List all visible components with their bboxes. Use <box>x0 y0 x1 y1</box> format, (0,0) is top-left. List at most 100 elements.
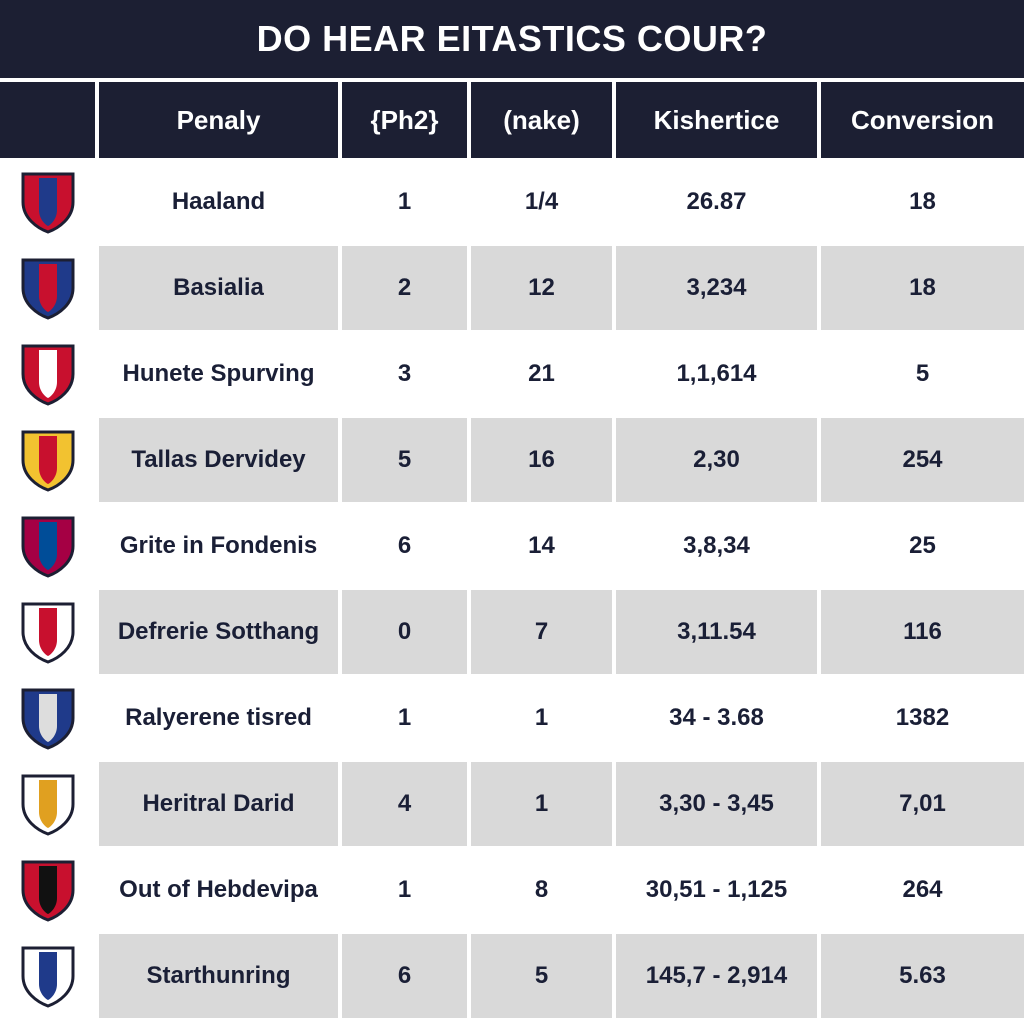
table-cell-text: 26.87 <box>686 188 747 215</box>
table-cell: 12 <box>471 246 612 330</box>
title-bar: DO HEAR EITASTICS COUR? <box>0 0 1024 78</box>
table-cell: 18 <box>821 160 1024 244</box>
club-crest <box>21 516 74 578</box>
table-cell: 1 <box>471 676 612 760</box>
table-cell: 5 <box>342 418 467 502</box>
table-cell: 2 <box>342 246 467 330</box>
table-cell: 7,01 <box>821 762 1024 846</box>
table-cell: 18 <box>821 246 1024 330</box>
table-cell-text: 3,30 - 3,45 <box>659 790 774 817</box>
table-cell-text: 1 <box>534 790 549 817</box>
table-cell-text: 2 <box>397 274 412 301</box>
column-header-text: Kishertice <box>653 104 780 135</box>
table-cell-text: 264 <box>902 876 943 903</box>
table-cell-text: 3,11.54 <box>677 618 756 645</box>
table-cell-text: Defrerie Sotthang <box>117 618 320 645</box>
table-cell: 3,30 - 3,45 <box>616 762 817 846</box>
crest-cell <box>0 934 95 1018</box>
table-cell-text: 1 <box>534 704 549 731</box>
table-cell-text: Tallas Dervidey <box>131 446 306 473</box>
table-cell: 5 <box>821 332 1024 416</box>
table-cell: 1 <box>342 676 467 760</box>
table-cell: 16 <box>471 418 612 502</box>
table-cell: 1 <box>342 848 467 932</box>
table-cell: 6 <box>342 934 467 1018</box>
table-cell-text: Basialia <box>173 274 264 301</box>
table-cell-text: Grite in Fondenis <box>119 532 318 559</box>
club-crest <box>21 688 74 750</box>
crest-cell <box>0 676 95 760</box>
table-cell-text: 18 <box>909 274 936 301</box>
table-cell: Basialia <box>99 246 338 330</box>
table-cell: 25 <box>821 504 1024 588</box>
column-header-text: Conversion <box>850 104 995 135</box>
table-cell: 254 <box>821 418 1024 502</box>
table-cell: 3,8,34 <box>616 504 817 588</box>
table-cell-text: 145,7 - 2,914 <box>645 962 788 989</box>
club-crest <box>21 430 74 492</box>
table-cell: Tallas Dervidey <box>99 418 338 502</box>
table-cell: 26.87 <box>616 160 817 244</box>
table-cell: 3,11.54 <box>616 590 817 674</box>
table-cell-text: 7 <box>534 618 549 645</box>
column-header: Kishertice <box>616 82 817 158</box>
table-cell: 34 - 3.68 <box>616 676 817 760</box>
table-cell: 264 <box>821 848 1024 932</box>
crest-cell <box>0 332 95 416</box>
table-cell: 30,51 - 1,125 <box>616 848 817 932</box>
crest-cell <box>0 848 95 932</box>
club-crest <box>21 774 74 836</box>
table-cell: 6 <box>342 504 467 588</box>
table-cell: 21 <box>471 332 612 416</box>
table-cell-text: 16 <box>528 446 555 473</box>
column-header-text: (nake) <box>503 104 580 135</box>
table-cell-text: 30,51 - 1,125 <box>645 876 788 903</box>
table-cell-text: 5.63 <box>899 962 946 989</box>
table-cell-text: 25 <box>909 532 936 559</box>
table-cell-text: 3,8,34 <box>683 532 750 559</box>
club-crest <box>21 258 74 320</box>
column-header: {Ph2} <box>342 82 467 158</box>
table-cell: 8 <box>471 848 612 932</box>
crest-cell <box>0 590 95 674</box>
table-cell-text: 3 <box>397 360 412 387</box>
table-cell: 14 <box>471 504 612 588</box>
table-cell-text: 1382 <box>895 704 950 731</box>
table-cell-text: 3,234 <box>686 274 747 301</box>
table-cell-text: Heritral Darid <box>142 790 295 817</box>
table-cell: 3,234 <box>616 246 817 330</box>
table-cell-text: 1 <box>397 704 412 731</box>
table-cell-text: 6 <box>397 962 412 989</box>
table-cell-text: 5 <box>915 360 930 387</box>
crest-cell <box>0 246 95 330</box>
table-cell-text: 12 <box>528 274 555 301</box>
column-header: Penaly <box>99 82 338 158</box>
table-cell: 1 <box>342 160 467 244</box>
table-cell-text: 1 <box>397 188 412 215</box>
table-cell: 7 <box>471 590 612 674</box>
crest-cell <box>0 418 95 502</box>
table-cell-text: 1/4 <box>524 188 559 215</box>
table-cell: 145,7 - 2,914 <box>616 934 817 1018</box>
stats-table: Penaly {Ph2} (nake) Kishertice Conversion Haa… <box>0 82 1024 1020</box>
table-cell: 3 <box>342 332 467 416</box>
club-crest <box>21 946 74 1008</box>
table-cell-text: Haaland <box>171 188 266 215</box>
club-crest <box>21 172 74 234</box>
table-cell: Ralyerene tisred <box>99 676 338 760</box>
table-cell-text: 5 <box>534 962 549 989</box>
table-cell-text: Starthunring <box>146 962 291 989</box>
table-cell-text: 0 <box>397 618 412 645</box>
table-cell-text: Out of Hebdevipa <box>119 876 318 903</box>
table-cell: Haaland <box>99 160 338 244</box>
club-crest <box>21 602 74 664</box>
table-cell: 1 <box>471 762 612 846</box>
table-cell-text: 5 <box>397 446 412 473</box>
crest-cell <box>0 160 95 244</box>
column-header: Conversion <box>821 82 1024 158</box>
table-cell: 5.63 <box>821 934 1024 1018</box>
table-cell-text: 116 <box>903 618 942 645</box>
column-header-text: {Ph2} <box>370 104 439 135</box>
table-cell: 116 <box>821 590 1024 674</box>
